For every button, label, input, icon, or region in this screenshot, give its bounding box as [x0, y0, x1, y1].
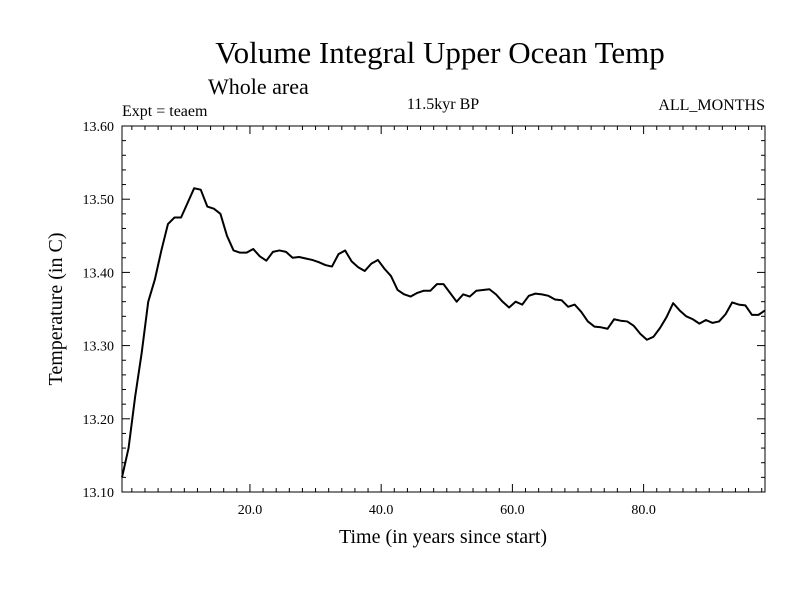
period-label: 11.5kyr BP	[407, 96, 479, 113]
experiment-label: Expt = teaem	[122, 103, 208, 120]
axis-ticks	[122, 125, 765, 493]
y-tick-label: 13.30	[83, 340, 115, 355]
x-tick-label: 20.0	[238, 503, 263, 518]
y-tick-label: 13.20	[83, 413, 115, 428]
x-tick-label: 60.0	[500, 503, 525, 518]
months-label: ALL_MONTHS	[658, 97, 765, 114]
temperature-series-line	[121, 187, 766, 478]
x-tick-labels: 20.0 40.0 60.0 80.0	[238, 503, 656, 518]
chart-title: Volume Integral Upper Ocean Temp	[215, 35, 665, 70]
y-tick-label: 13.10	[83, 486, 115, 501]
chart-subtitle: Whole area	[208, 74, 309, 99]
y-tick-label: 13.60	[83, 120, 115, 135]
y-tick-label: 13.50	[83, 193, 115, 208]
y-tick-labels: 13.10 13.20 13.30 13.40 13.50 13.60	[83, 120, 115, 501]
plot-frame	[121, 125, 766, 493]
x-tick-label: 40.0	[369, 503, 394, 518]
y-tick-label: 13.40	[83, 266, 115, 281]
y-axis-label: Temperature (in C)	[45, 233, 67, 386]
x-axis-label: Time (in years since start)	[339, 526, 547, 548]
x-tick-label: 80.0	[631, 503, 656, 518]
